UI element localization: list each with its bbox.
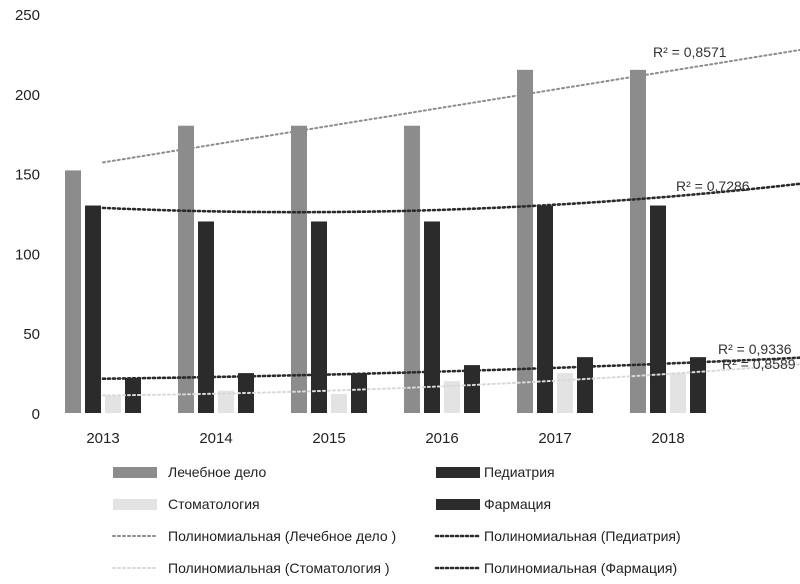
legend-swatch	[436, 499, 480, 510]
bar	[311, 221, 327, 413]
x-tick-label: 2015	[312, 430, 345, 447]
bar	[85, 205, 101, 413]
legend-label: Лечебное дело	[168, 464, 266, 480]
bars	[65, 69, 706, 414]
bar	[464, 365, 480, 413]
trendline	[102, 48, 800, 164]
bar	[537, 205, 553, 413]
x-axis: 2013 2014 2015 2016 2017 2018	[86, 430, 684, 447]
x-tick-label: 2018	[651, 430, 684, 447]
bar	[178, 125, 194, 413]
legend-swatch	[436, 467, 480, 478]
r2-label: R² = 0,8589	[722, 356, 796, 372]
bar	[557, 373, 573, 413]
bar	[424, 221, 440, 413]
x-tick-label: 2017	[538, 430, 571, 447]
y-tick-label: 50	[23, 326, 40, 343]
bar	[351, 373, 367, 413]
legend-label: Полиномиальная (Стоматология )	[168, 560, 390, 576]
y-tick-label: 100	[15, 246, 40, 263]
y-tick-label: 200	[15, 87, 40, 104]
y-tick-label: 250	[15, 7, 40, 24]
r2-label: R² = 0,9336	[718, 341, 792, 357]
bar	[630, 69, 646, 414]
y-axis: 0 50 100 150 200 250	[15, 7, 40, 423]
legend-label: Фармация	[484, 496, 551, 512]
bar	[65, 170, 81, 413]
bar	[291, 125, 307, 413]
legend-label: Полиномиальная (Лечебное дело )	[168, 528, 396, 544]
trendline	[102, 363, 800, 397]
bar	[517, 69, 533, 414]
y-tick-label: 0	[32, 406, 40, 423]
r2-label: R² = 0,7286	[676, 178, 750, 194]
trendline	[101, 356, 800, 381]
x-tick-label: 2014	[199, 430, 232, 447]
legend-swatch	[113, 467, 157, 478]
r2-label: R² = 0,8571	[653, 44, 727, 60]
legend-label: Стоматология	[168, 496, 260, 512]
bar	[444, 381, 460, 413]
bar	[105, 395, 121, 413]
trendline	[101, 182, 800, 214]
legend-label: Полиномиальная (Педиатрия)	[484, 528, 681, 544]
legend-label: Полиномиальная (Фармация)	[484, 560, 677, 576]
bar	[331, 393, 347, 413]
bar	[670, 373, 686, 413]
bar	[577, 357, 593, 413]
legend: Лечебное дело Педиатрия Стоматология Фармац…	[112, 464, 681, 576]
bar	[238, 373, 254, 413]
bar	[404, 125, 420, 413]
legend-swatch	[113, 499, 157, 510]
bar	[198, 221, 214, 413]
y-tick-label: 150	[15, 167, 40, 184]
x-tick-label: 2016	[425, 430, 458, 447]
x-tick-label: 2013	[86, 430, 119, 447]
bar	[690, 357, 706, 413]
trendlines	[101, 48, 800, 397]
bar	[650, 205, 666, 413]
legend-label: Педиатрия	[484, 464, 555, 480]
bar	[218, 390, 234, 413]
